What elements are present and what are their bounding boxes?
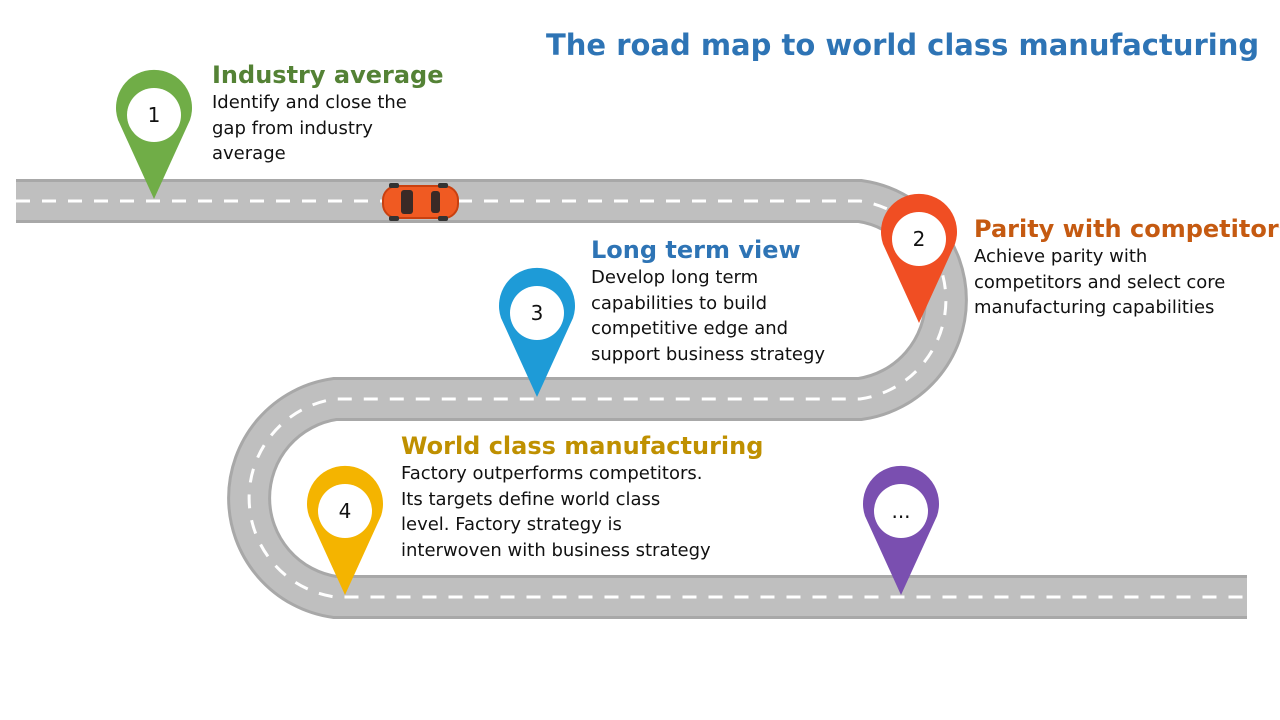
pin-label: ... [891,499,910,523]
text-backdrop [958,480,964,552]
step-2-block: Parity with competitors Achieve parity w… [974,214,1280,321]
step-1-block: Industry average Identify and close the … [212,60,443,167]
step-description: Develop long term capabilities to build … [591,265,825,367]
step-heading: Industry average [212,61,444,89]
description-line: Factory outperforms competitors. [401,463,703,484]
description-line: gap from industry [212,117,373,139]
step-description: Factory outperforms competitors. Its tar… [401,461,763,563]
step-heading: Parity with competitors [974,215,1280,243]
description-line: average [212,143,286,164]
description-line: Its targets define world class [401,488,661,510]
step-description: Identify and close the gap from industry… [212,90,443,167]
pin-label: 1 [148,103,161,127]
map-pin-2-icon: 2 [881,193,957,323]
pin-label: 2 [913,227,926,251]
description-line: support business strategy [591,343,826,365]
step-heading: Long term view [591,236,801,264]
description-line: Achieve parity with [974,246,1148,267]
page-title: The road map to world class manufacturin… [546,28,1260,62]
description-line: competitors and select core [974,271,1226,293]
step-description: Achieve parity with competitors and sele… [974,244,1280,321]
description-line: competitive edge and [591,318,789,339]
pin-label: 3 [531,301,544,325]
description-line: Identify and close the [212,92,407,113]
description-line: level. Factory strategy is [401,514,622,535]
description-line: Develop long term [591,267,759,288]
map-pin-4-icon: 4 [307,465,383,595]
text-backdrop [392,430,752,570]
step-heading: World class manufacturing [401,432,764,460]
description-line: manufacturing capabilities [974,297,1215,318]
step-4-block: World class manufacturing Factory outper… [401,431,763,563]
car-icon [382,183,459,221]
description-line: interwoven with business strategy [401,539,711,561]
step-3-block: Long term view Develop long term capabil… [591,235,825,367]
map-pin-3-icon: 3 [499,267,575,397]
map-pin-next-icon: ... [863,465,939,595]
pin-label: 4 [339,499,352,523]
description-line: capabilities to build [591,292,768,314]
text-backdrop [586,230,860,373]
map-pin-1-icon: 1 [116,69,192,199]
